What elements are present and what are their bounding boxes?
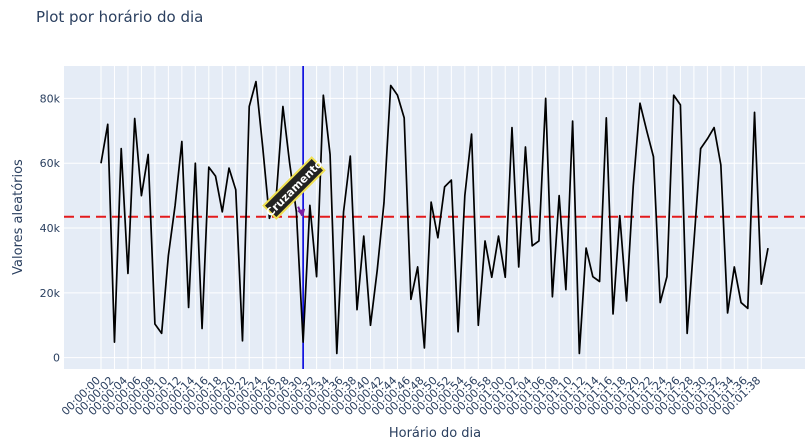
annotation-arrowhead: [297, 208, 306, 217]
y-axis-title: Valores aleatórios: [11, 159, 26, 275]
y-tick-label: 20k: [40, 287, 61, 300]
y-tick-label: 0: [53, 352, 60, 365]
chart-title: Plot por horário do dia: [36, 8, 203, 26]
y-tick-label: 60k: [40, 157, 61, 170]
grid: [64, 66, 805, 369]
x-axis-title: Horário do dia: [389, 426, 481, 441]
series-line: [100, 80, 769, 355]
x-axis-ticks: 00:00:0000:00:0200:00:0400:00:0600:00:08…: [59, 374, 763, 418]
y-tick-label: 40k: [40, 222, 61, 235]
series: [100, 80, 769, 355]
y-tick-label: 80k: [40, 92, 61, 105]
annotation-box: [262, 156, 326, 220]
y-axis-ticks: 0 20k 40k 60k 80k: [40, 92, 61, 364]
